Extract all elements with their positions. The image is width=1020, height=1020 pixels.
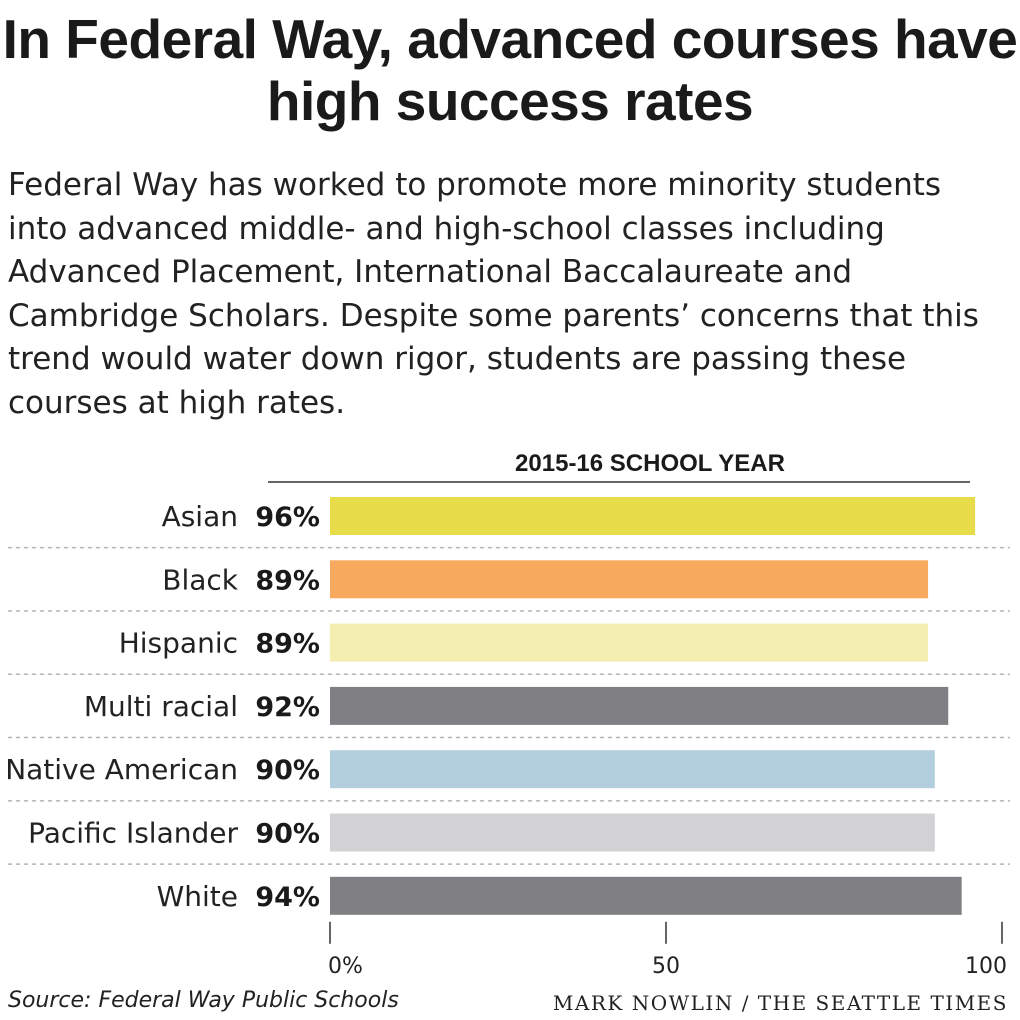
value-label: 90% [255,755,320,786]
value-label: 96% [255,502,320,533]
value-label: 94% [255,882,320,913]
bar-pacific-islander [330,813,935,852]
headline: In Federal Way, advanced courses have hi… [2,8,1018,132]
category-label: Native American [5,753,238,786]
bar-white [330,876,962,915]
category-label: Black [162,563,239,596]
value-label: 92% [255,692,320,723]
bar-chart: 2015-16 SCHOOL YEAR Asian 96% Black 89% Hispa… [0,440,1020,980]
bar-hispanic [330,623,929,662]
x-tick-label: 0% [328,954,363,979]
category-label: Multi racial [84,690,238,723]
category-label: White [157,880,238,913]
category-label: Asian [162,500,238,533]
source-note: Source: Federal Way Public Schools [8,988,399,1013]
x-tick-label: 50 [652,954,680,979]
bar-asian [330,497,976,535]
chart-title: 2015-16 SCHOOL YEAR [515,450,785,477]
bar-native-american [330,750,935,789]
value-label: 90% [255,819,320,850]
bar-multi-racial [330,686,949,725]
category-label: Hispanic [119,627,238,660]
credit-line: MARK NOWLIN / THE SEATTLE TIMES [552,991,1008,1015]
x-tick-label: 100 [965,954,1007,979]
dek-text: Federal Way has worked to promote more m… [8,167,979,421]
value-label: 89% [255,629,320,660]
value-label: 89% [255,565,320,596]
category-label: Pacific Islander [28,817,238,850]
chart-svg: 2015-16 SCHOOL YEAR Asian 96% Black 89% Hispa… [5,450,1010,979]
bar-black [330,560,929,599]
